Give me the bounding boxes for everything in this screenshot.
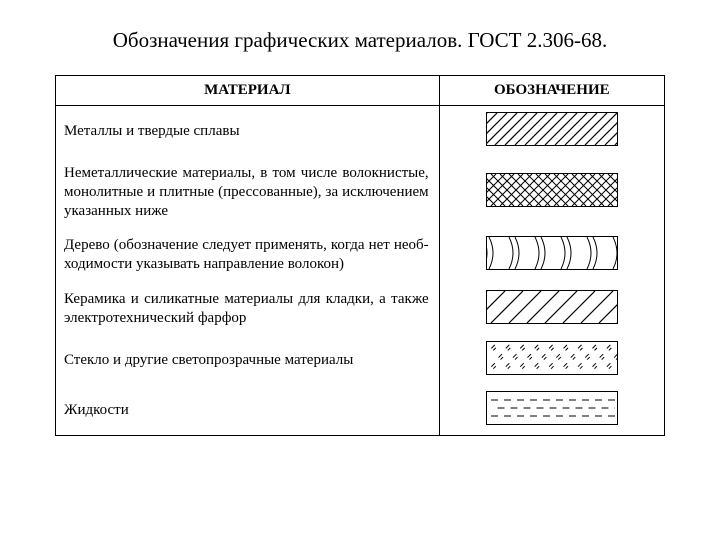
table-row: Дерево (обозначение следует применять, к… bbox=[56, 228, 665, 282]
symbol-cell bbox=[439, 335, 664, 385]
symbol-cell bbox=[439, 228, 664, 282]
material-cell: Дерево (обозначение следует применять, к… bbox=[56, 228, 440, 282]
material-cell: Жидкости bbox=[56, 385, 440, 436]
material-cell: Керамика и силикатные материалы для клад… bbox=[56, 282, 440, 336]
table-row: Металлы и твердые сплавы bbox=[56, 106, 665, 157]
material-cell: Неметаллические материалы, в том числе в… bbox=[56, 156, 440, 228]
hatch-swatch bbox=[486, 290, 618, 324]
materials-table: МАТЕРИАЛ ОБОЗНАЧЕНИЕ Металлы и твердые с… bbox=[55, 75, 665, 436]
symbol-cell bbox=[439, 385, 664, 436]
table-row: Стекло и другие светопрозрачные материал… bbox=[56, 335, 665, 385]
material-cell: Металлы и твердые сплавы bbox=[56, 106, 440, 157]
table-row: Неметаллические материалы, в том числе в… bbox=[56, 156, 665, 228]
header-material: МАТЕРИАЛ bbox=[56, 76, 440, 106]
table-row: Керамика и силикатные материалы для клад… bbox=[56, 282, 665, 336]
symbol-cell bbox=[439, 282, 664, 336]
page-title: Обозначения графических материалов. ГОСТ… bbox=[55, 28, 665, 53]
symbol-cell bbox=[439, 156, 664, 228]
table-row: Жидкости bbox=[56, 385, 665, 436]
header-symbol: ОБОЗНАЧЕНИЕ bbox=[439, 76, 664, 106]
hatch-swatch bbox=[486, 341, 618, 375]
hatch-swatch bbox=[486, 173, 618, 207]
hatch-swatch bbox=[486, 236, 618, 270]
symbol-cell bbox=[439, 106, 664, 157]
hatch-swatch bbox=[486, 391, 618, 425]
hatch-swatch bbox=[486, 112, 618, 146]
material-cell: Стекло и другие светопрозрачные материал… bbox=[56, 335, 440, 385]
